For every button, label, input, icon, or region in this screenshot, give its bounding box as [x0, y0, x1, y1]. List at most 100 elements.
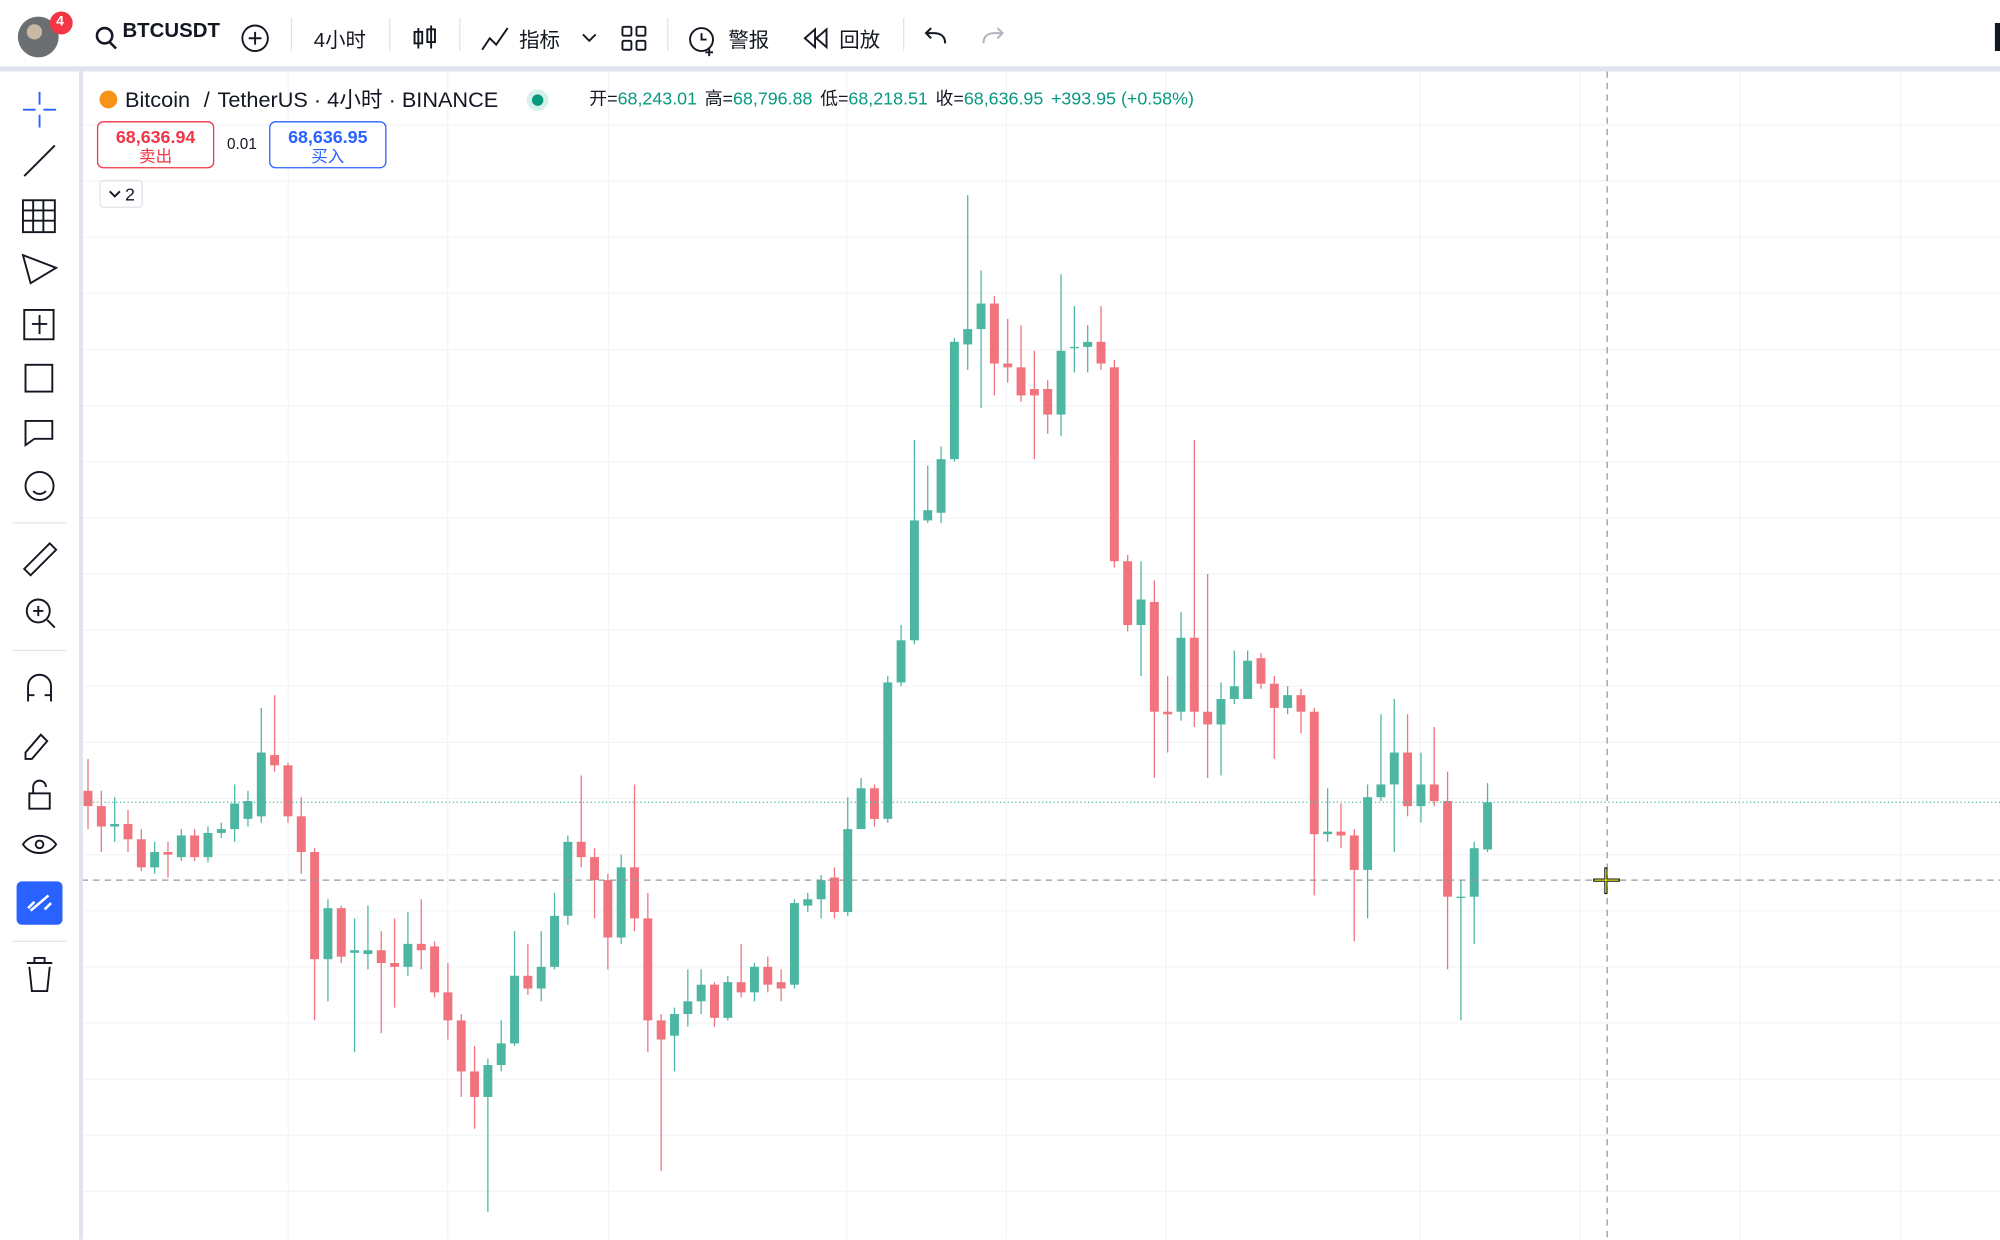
candle-body	[336, 908, 346, 957]
projection-tool-cross	[31, 315, 48, 335]
replay-icon[interactable]	[803, 27, 828, 50]
emoji-smile	[32, 490, 47, 495]
candle-body	[136, 839, 146, 868]
candle-body	[1029, 389, 1039, 396]
candle-body	[456, 1020, 466, 1072]
ohlc-values: 开=68,243.01 高=68,796.88 低=68,218.51 收=68,63…	[589, 85, 1201, 111]
candle-body	[789, 903, 799, 985]
zoom-tool[interactable]	[25, 598, 51, 624]
candle-body	[1469, 848, 1479, 897]
lock-tool[interactable]	[28, 792, 51, 810]
candle-body	[96, 806, 106, 827]
alert-icon[interactable]	[689, 27, 714, 52]
candle-body	[816, 880, 826, 900]
pattern-tool[interactable]	[21, 253, 59, 285]
link-icon	[27, 894, 52, 912]
ohlc-value: 68,218.51	[848, 88, 928, 109]
candle-body	[1136, 599, 1146, 625]
candle-body	[723, 982, 733, 1018]
candle-body	[643, 918, 653, 1021]
trendline-tool[interactable]	[23, 144, 56, 177]
market-status	[532, 94, 544, 106]
layout-icon[interactable]	[621, 25, 647, 51]
fib-tool[interactable]	[22, 199, 56, 234]
candle-body	[1363, 797, 1373, 870]
indicators-chevron[interactable]	[582, 33, 597, 43]
text-tool[interactable]	[24, 419, 54, 448]
shape-tool[interactable]	[24, 363, 54, 393]
emoji-tool[interactable]	[24, 470, 55, 501]
add-symbol-icon[interactable]	[241, 24, 269, 52]
replay-button[interactable]: 回放	[839, 30, 881, 53]
candle-body	[710, 984, 719, 1018]
undo-icon[interactable]	[924, 27, 947, 44]
candle-body	[470, 1071, 480, 1097]
indicators-icon[interactable]	[481, 27, 509, 51]
lock-shackle	[32, 779, 47, 794]
candle-body	[1323, 831, 1333, 835]
candle-body	[256, 752, 266, 817]
ruler-tool[interactable]	[22, 542, 58, 577]
candle-body	[803, 899, 813, 906]
candle-body	[376, 950, 386, 964]
candle-body	[483, 1065, 493, 1097]
order-quantity[interactable]: 0.01	[227, 135, 257, 154]
visibility-pupil	[34, 839, 45, 850]
candle-body	[630, 867, 639, 919]
alerts-button[interactable]: 警报	[728, 30, 770, 53]
candle-body	[1389, 752, 1399, 785]
candle-body	[496, 1043, 506, 1066]
candle-body	[1376, 784, 1386, 798]
candle-body	[1283, 695, 1293, 708]
candle-body	[176, 835, 186, 858]
symbol-name[interactable]: Bitcoin	[124, 88, 191, 113]
candle-body	[576, 841, 586, 858]
buy-button[interactable]: 68,636.95 买入	[269, 121, 387, 169]
candle-body	[363, 950, 373, 955]
delete-tool[interactable]	[26, 956, 53, 993]
candle-body	[989, 303, 999, 364]
visibility-tool[interactable]	[21, 834, 58, 854]
projection-tool[interactable]	[23, 308, 55, 341]
symbol-search[interactable]: BTCUSDT	[122, 20, 220, 43]
toggle-chevron	[109, 190, 121, 198]
search-icon[interactable]	[95, 26, 114, 45]
buy-label: 买入	[311, 146, 345, 166]
candle-body	[1416, 784, 1426, 807]
candle-body	[296, 816, 306, 853]
notification-count: 4	[56, 14, 64, 30]
candle-body	[1456, 896, 1466, 898]
draw-mode-tool[interactable]	[24, 733, 49, 760]
candle-body	[243, 801, 253, 819]
indicators-button[interactable]: 指标	[519, 30, 560, 53]
candle-body	[150, 852, 160, 868]
indicator-toggle[interactable]: 2	[99, 179, 143, 208]
candle-body	[416, 943, 426, 951]
crosshair-tool[interactable]	[22, 91, 57, 128]
separator	[667, 17, 669, 52]
interval-button[interactable]: 4小时	[313, 30, 366, 53]
candle-body	[190, 835, 200, 858]
candle-body	[110, 823, 120, 827]
candle-body	[563, 841, 573, 916]
chart-type-body	[413, 30, 424, 45]
chart-type-body	[426, 28, 436, 44]
magnet-tool[interactable]	[27, 673, 52, 702]
right-edge	[1994, 22, 2000, 52]
top-toolbar: 4 BTCUSDT 4小时 指标 警报 回放	[0, 0, 2000, 72]
ohlc-label: 收=	[935, 88, 964, 109]
candle-body	[923, 510, 933, 521]
alert-icon-detail	[700, 33, 714, 57]
candle-body	[763, 966, 773, 985]
candle-body	[390, 963, 400, 967]
sell-button[interactable]: 68,636.94 卖出	[96, 121, 215, 169]
redo-icon[interactable]	[982, 27, 1004, 44]
ohlc-value: 68,243.01	[617, 88, 698, 109]
candle-body	[550, 915, 559, 967]
candle-body	[1309, 711, 1319, 835]
candle-body	[736, 982, 746, 993]
candle-body	[1176, 637, 1186, 712]
zoom-tool-detail	[33, 605, 56, 629]
candle-body	[310, 852, 320, 960]
